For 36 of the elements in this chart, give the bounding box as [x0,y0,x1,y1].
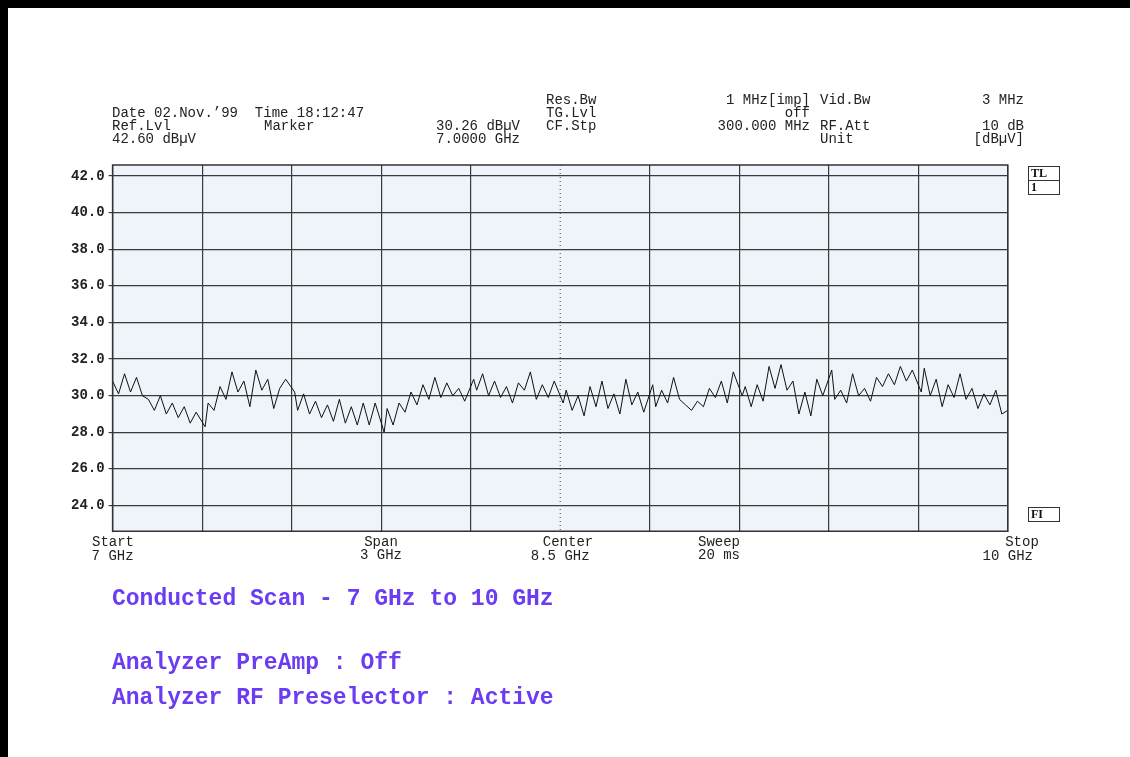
x-tick-label: 10 GHz [982,548,1034,565]
y-tick-label: 24.0 [71,497,105,514]
text: Center [542,534,594,550]
text: Analyzer RF Preselector : Active [112,685,554,711]
text: TG.Lvl [546,105,597,121]
text: FI [1028,507,1060,522]
text: 3 MHz [981,92,1024,108]
text: Sweep 20 ms [698,534,741,563]
text: Analyzer PreAmp : Off [112,650,402,676]
text: Start [91,534,135,550]
text: Marker [264,118,315,134]
text: 1 [1028,180,1060,195]
y-tick-label: 30.0 [71,387,105,404]
y-tick-label: 34.0 [71,314,105,330]
text: 7.0000 GHz [435,131,520,147]
y-tick-label: 36.0 [71,277,105,294]
x-tick-label: 7 GHz [91,548,134,565]
y-tick-label: 32.0 [71,350,105,367]
text: Vid.Bw [820,92,871,108]
text: [dBµV] [973,131,1024,147]
y-tick-label: 40.0 [71,204,105,221]
x-tick-label: 8.5 GHz [530,548,590,565]
text: CF.Stp [546,118,597,134]
y-tick-label: 28.0 [71,423,105,440]
text: off [784,105,810,121]
text: Stop [1005,534,1039,550]
y-tick-label: 42.0 [71,167,105,184]
text: Conducted Scan - 7 GHz to 10 GHz [112,586,554,612]
text: TL [1028,166,1060,181]
y-tick-label: 38.0 [71,240,105,257]
text: Span 3 GHz [360,534,403,563]
text: 30.26 dBµV [435,118,520,134]
text: 42.60 dBµV [112,131,197,147]
text: 300.000 MHz [717,118,810,134]
y-tick-label: 26.0 [71,460,105,477]
text: Unit [820,131,854,147]
